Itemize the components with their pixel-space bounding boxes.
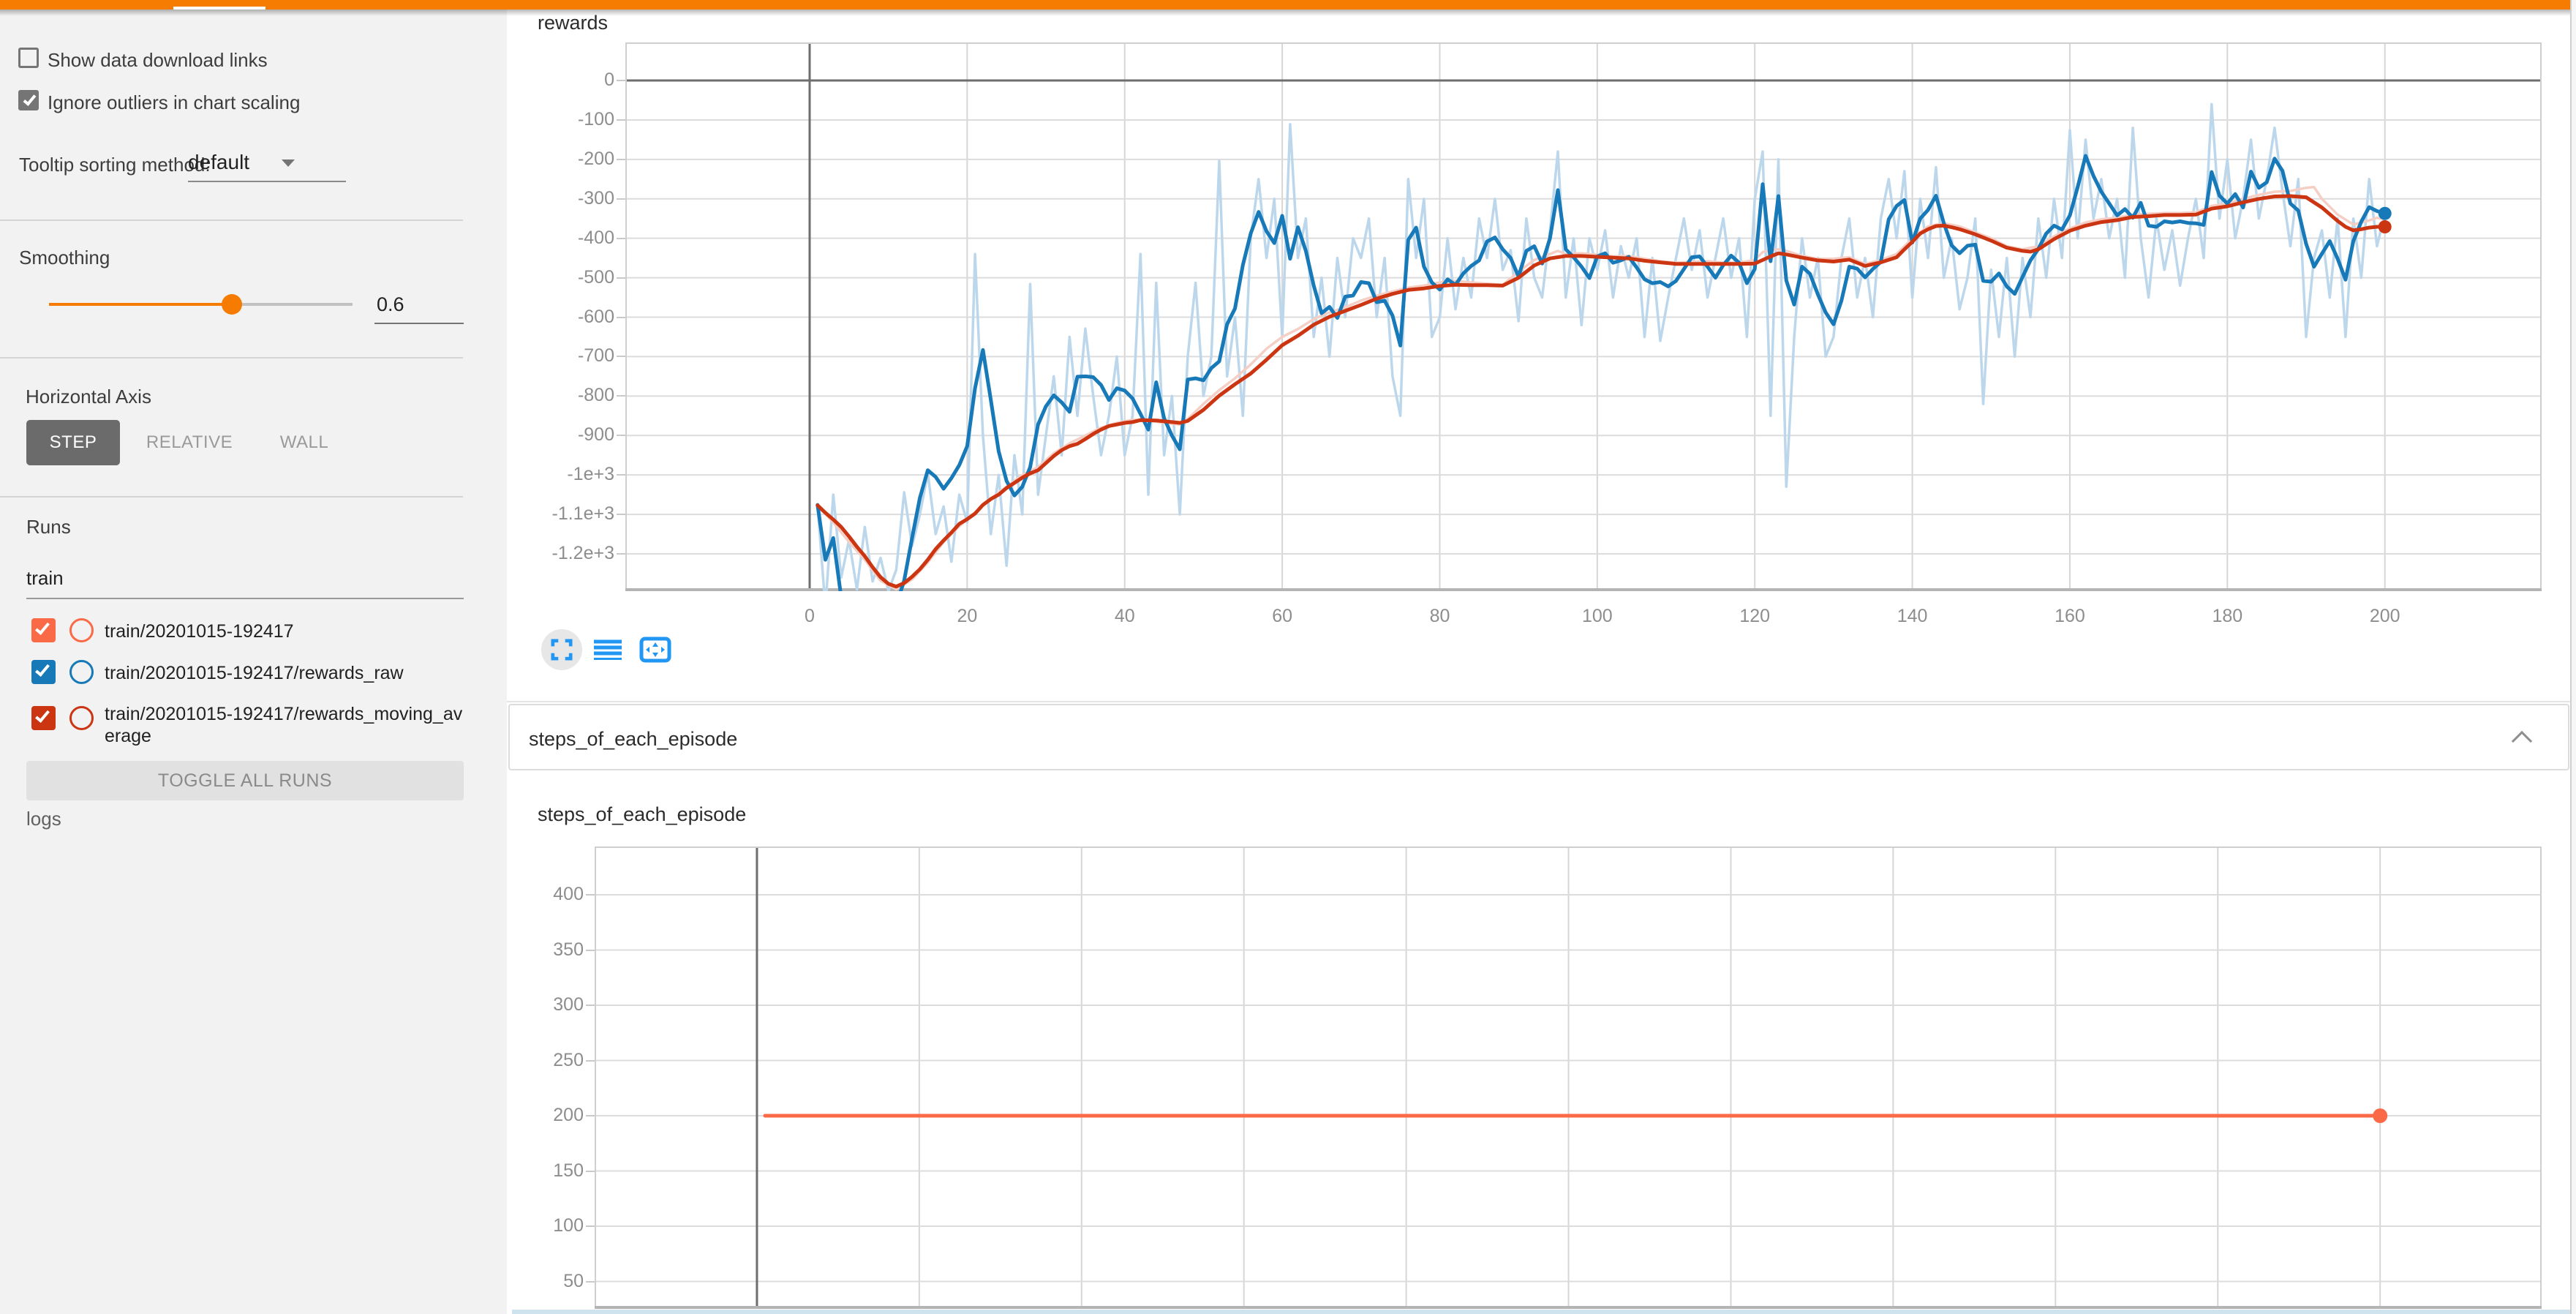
horizontal-axis-label: Horizontal Axis — [26, 386, 151, 408]
page-scrollbar[interactable] — [2570, 0, 2576, 1314]
chevron-down-icon[interactable] — [282, 159, 295, 167]
divider — [0, 496, 463, 498]
log-scale-lines-icon[interactable] — [594, 639, 622, 660]
section-header-steps-of-each-episode[interactable] — [508, 704, 2569, 770]
check-icon — [23, 92, 37, 106]
run3-label: train/20201015-192417/rewards_moving_ave… — [105, 704, 463, 746]
run2-radio[interactable] — [69, 660, 94, 684]
toggle-all-runs-button[interactable]: TOGGLE ALL RUNS — [26, 761, 464, 800]
show-data-download-links-label: Show data download links — [48, 49, 268, 71]
smoothing-slider-fill — [49, 303, 232, 306]
steps-chart-title: steps_of_each_episode — [538, 803, 747, 825]
check-icon — [35, 620, 50, 635]
runs-label: Runs — [26, 516, 71, 538]
steps-of-each-episode-chart[interactable] — [595, 846, 2542, 1309]
axis-wall-button[interactable]: WALL — [279, 432, 329, 452]
check-icon — [35, 707, 50, 723]
top-bar-shadow — [0, 10, 2576, 16]
run1-checkbox[interactable] — [31, 618, 56, 642]
run1-label: train/20201015-192417 — [105, 621, 294, 642]
fit-domain-to-data-icon[interactable] — [639, 637, 671, 663]
series-train-20201015-192417-rewards-raw — [816, 154, 2387, 591]
smoothing-value-field[interactable]: 0.6 — [377, 293, 404, 315]
card-separator — [507, 701, 2576, 702]
tooltip-sorting-dropdown[interactable]: default — [188, 151, 250, 173]
smoothing-value-underline — [374, 323, 464, 324]
smoothing-slider-knob[interactable] — [222, 294, 242, 315]
ignore-outliers-checkbox[interactable] — [18, 90, 39, 110]
run2-label: train/20201015-192417/rewards_raw — [105, 663, 404, 683]
rewards-chart[interactable] — [625, 42, 2542, 591]
top-app-bar — [0, 0, 2576, 10]
show-data-download-links-checkbox[interactable] — [18, 48, 39, 68]
run3-radio[interactable] — [69, 706, 94, 730]
run1-radio[interactable] — [69, 618, 94, 642]
ignore-outliers-label: Ignore outliers in chart scaling — [48, 91, 301, 113]
axis-relative-button[interactable]: RELATIVE — [146, 432, 233, 452]
main-content — [507, 10, 2576, 1314]
runs-footer-logs: logs — [26, 808, 61, 830]
section-header-title: steps_of_each_episode — [529, 728, 738, 750]
tooltip-sorting-label: Tooltip sorting method: — [19, 154, 211, 176]
settings-sidebar: Show data download links Ignore outliers… — [0, 10, 507, 1314]
bottom-edge-strip — [512, 1310, 2570, 1314]
fullscreen-expand-icon[interactable] — [551, 639, 573, 661]
runs-filter-input[interactable]: train — [26, 567, 64, 589]
run3-checkbox[interactable] — [31, 706, 56, 730]
smoothing-label: Smoothing — [19, 247, 110, 269]
divider — [0, 219, 463, 221]
active-tab-indicator — [173, 7, 265, 10]
series-train-20201015-192417-rewards-moving-average — [816, 194, 2387, 589]
run2-checkbox[interactable] — [31, 660, 56, 684]
divider — [0, 357, 463, 358]
runs-filter-underline — [26, 598, 464, 599]
series-train-20201015-192417-rewards-raw-raw- — [816, 102, 2387, 591]
check-icon — [35, 661, 50, 677]
dropdown-underline — [188, 181, 346, 182]
rewards-chart-title: rewards — [538, 12, 609, 34]
axis-step-button[interactable]: STEP — [26, 420, 120, 465]
expand-icon-hover-circle — [541, 629, 582, 670]
